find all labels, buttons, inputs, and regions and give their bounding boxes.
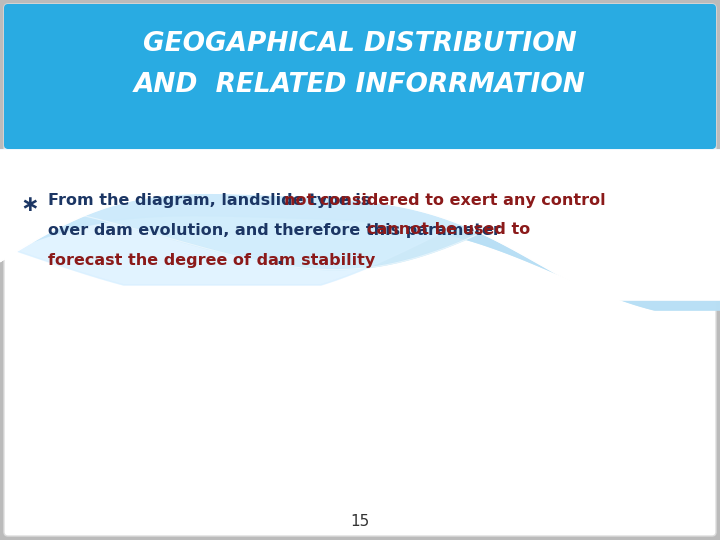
FancyBboxPatch shape xyxy=(4,4,716,536)
Text: cannot be used to: cannot be used to xyxy=(367,222,530,238)
Bar xyxy=(8,8,712,150)
Text: not considered to exert any control: not considered to exert any control xyxy=(284,192,606,207)
Text: forecast the degree of dam stability: forecast the degree of dam stability xyxy=(48,253,375,267)
Text: From the diagram, landslide type is: From the diagram, landslide type is xyxy=(48,188,376,203)
Text: over dam evolution, and therefore this parameter: over dam evolution, and therefore this p… xyxy=(48,222,506,238)
FancyBboxPatch shape xyxy=(4,4,716,149)
Text: GEOGAPHICAL DISTRIBUTION: GEOGAPHICAL DISTRIBUTION xyxy=(143,31,577,57)
Text: 15: 15 xyxy=(351,515,369,530)
Text: ∗: ∗ xyxy=(21,195,40,215)
Bar xyxy=(8,95,712,145)
Text: From the diagram, landslide type is: From the diagram, landslide type is xyxy=(48,192,376,207)
Text: AND  RELATED INFORRMATION: AND RELATED INFORRMATION xyxy=(134,72,586,98)
Text: .: . xyxy=(276,253,282,267)
